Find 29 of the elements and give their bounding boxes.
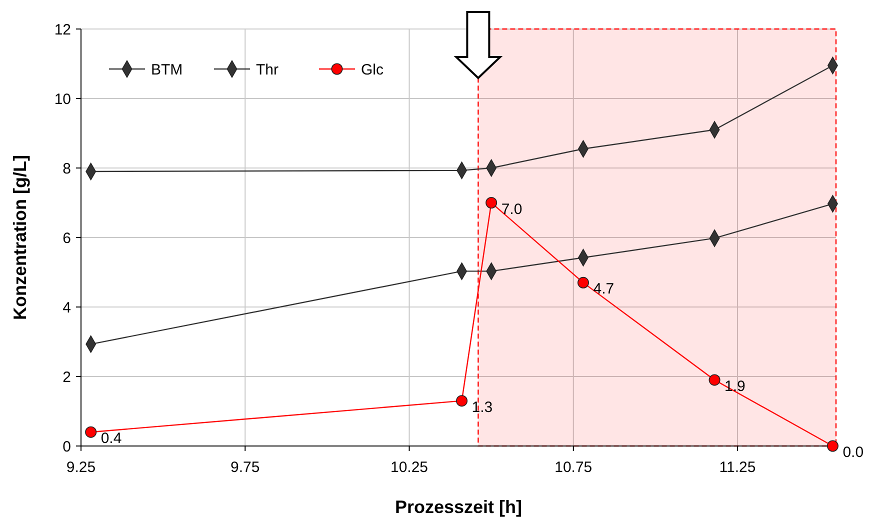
y-axis-title: Konzentration [g/L] <box>10 155 30 320</box>
point <box>577 276 589 288</box>
data-label: 0.0 <box>842 444 864 461</box>
y-tick-label: 12 <box>54 21 71 38</box>
point <box>486 197 498 208</box>
x-tick-label: 9.25 <box>66 459 96 476</box>
x-tick-label: 10.25 <box>390 459 428 476</box>
data-label: 0.4 <box>100 430 122 448</box>
data-label: 7.0 <box>501 200 522 218</box>
data-label: 1.9 <box>724 378 746 395</box>
point <box>456 395 468 407</box>
legend-label: Glc <box>361 61 384 78</box>
point <box>85 426 97 438</box>
y-tick-label: 0 <box>62 438 71 456</box>
data-label: 4.7 <box>593 280 614 298</box>
data-label: 1.3 <box>472 398 493 416</box>
legend-label: BTM <box>151 61 183 78</box>
y-tick-label: 10 <box>54 90 71 108</box>
x-tick-label: 10.75 <box>554 459 592 476</box>
y-tick-label: 2 <box>62 368 71 386</box>
y-tick-label: 4 <box>62 299 71 316</box>
point <box>826 440 838 452</box>
legend-label: Thr <box>256 61 279 78</box>
point <box>708 374 720 386</box>
y-tick-label: 8 <box>62 160 71 178</box>
y-tick-label: 6 <box>62 230 71 247</box>
x-axis-title: Prozesszeit [h] <box>394 497 522 517</box>
x-tick-label: 11.25 <box>719 459 756 476</box>
x-tick-label: 9.75 <box>230 459 260 476</box>
